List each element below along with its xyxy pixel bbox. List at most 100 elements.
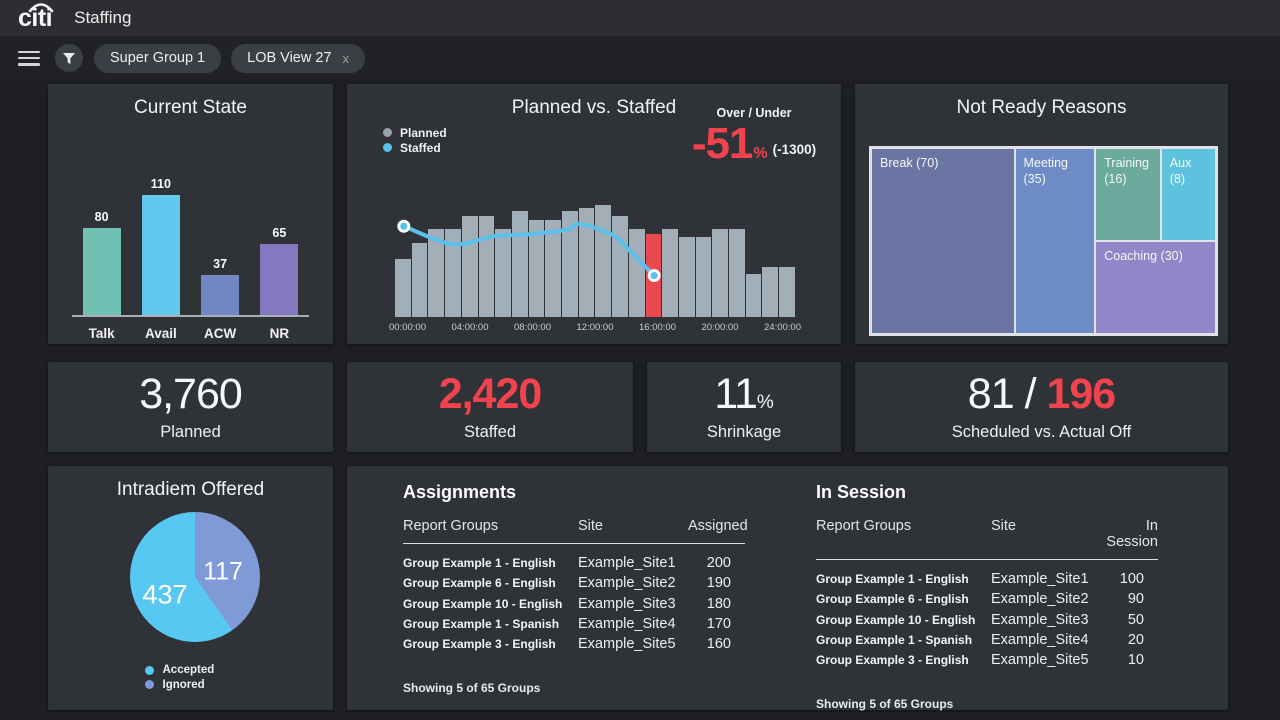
planned-staffed-legend: Planned Staffed <box>383 125 447 155</box>
table-title: In Session <box>816 482 907 502</box>
kpi-label: Staffed <box>464 422 516 441</box>
value-cell: 180 <box>706 595 731 612</box>
table-row: Group Example 1 - English Example_Site1 20… <box>403 553 745 573</box>
treemap-cells: Break (70) Meeting (35) Training (16) Aux (… <box>871 148 1216 334</box>
over-under-detail: (-1300) <box>772 142 817 157</box>
legend-item: Staffed <box>383 140 447 155</box>
kpi-value: 81 / 196 <box>967 370 1116 419</box>
site-cell: Example_Site5 <box>578 636 676 653</box>
bar-value: 110 <box>150 177 171 191</box>
time-tick: 08:00:00 <box>514 322 551 333</box>
category-label: Avail <box>144 326 177 341</box>
planned-bar <box>411 243 428 317</box>
table-row: Group Example 1 - Spanish Example_Site4 20 <box>816 630 1158 650</box>
in-session-section: In Session Report Groups Site In Session… <box>816 482 1158 711</box>
legend-dot-icon <box>383 143 392 152</box>
time-tick: 04:00:00 <box>451 322 489 333</box>
table-row: Group Example 3 - English Example_Site5 16… <box>403 634 745 654</box>
planned-bar <box>428 228 445 317</box>
kpi-staffed-card: 2,420 Staffed <box>347 362 633 452</box>
planned-bar <box>612 216 628 317</box>
pie-accepted-value: 437 <box>142 579 188 610</box>
value-cell: 100 <box>1119 571 1144 588</box>
site-cell: Example_Site2 <box>578 575 676 592</box>
category-label: NR <box>269 326 290 341</box>
site-cell: Example_Site5 <box>991 652 1089 669</box>
planned-bar <box>762 266 779 317</box>
intradiem-offered-card: Intradiem Offered 437 117 Accepted Ignore… <box>48 466 333 710</box>
treemap-cell: Meeting (35) <box>1014 148 1096 334</box>
report-group-cell: Group Example 3 - English <box>403 637 556 652</box>
chip-label: Super Group 1 <box>110 50 206 66</box>
bar-value: 65 <box>272 226 287 240</box>
kpi-label: Scheduled vs. Actual Off <box>951 422 1132 441</box>
planned-bars <box>395 205 795 317</box>
report-group-cell: Group Example 6 - English <box>403 576 556 591</box>
page-title: Staffing <box>74 8 132 27</box>
site-cell: Example_Site1 <box>578 555 676 572</box>
planned-bar <box>729 228 745 317</box>
legend-item: Accepted <box>144 663 237 678</box>
report-group-cell: Group Example 10 - English <box>403 596 563 611</box>
legend-item: Planned <box>383 125 447 140</box>
site-cell: Example_Site3 <box>991 611 1089 628</box>
table-row: Group Example 1 - English Example_Site1 10… <box>816 569 1158 589</box>
bar <box>82 228 121 315</box>
funnel-icon <box>63 52 75 64</box>
kpi-label: Shrinkage <box>706 422 782 441</box>
legend-label: Accepted <box>162 664 215 677</box>
col-report-groups: Report Groups <box>403 518 499 534</box>
over-under-block: Over / Under -51 % (-1300) <box>683 106 825 166</box>
planned-staffed-plot <box>395 205 795 317</box>
report-group-cell: Group Example 1 - Spanish <box>403 617 560 632</box>
over-under-label: Over / Under <box>716 106 792 120</box>
time-tick: 24:00:00 <box>764 322 801 333</box>
value-cell: 90 <box>1127 591 1144 608</box>
filter-button[interactable] <box>55 44 83 72</box>
value-cell: 10 <box>1127 652 1144 669</box>
bar-column: 110 <box>131 177 190 315</box>
card-title: Intradiem Offered <box>116 479 265 500</box>
bar-column: 80 <box>72 210 131 315</box>
staffed-line <box>397 219 661 283</box>
intradiem-legend: Accepted Ignored <box>48 663 333 692</box>
pie-ignored-value: 117 <box>203 557 243 586</box>
filter-chip-lob-view[interactable]: LOB View 27 x <box>231 43 365 73</box>
table-row: Group Example 10 - English Example_Site3 5… <box>816 610 1158 630</box>
bar-value: 37 <box>213 257 228 271</box>
tables-card: Assignments Report Groups Site Assigned … <box>347 466 1228 711</box>
percent-sign: % <box>756 392 774 414</box>
report-group-cell: Group Example 3 - English <box>816 653 969 668</box>
treemap-cell: Coaching (30) <box>1095 241 1216 334</box>
bar-value: 80 <box>94 210 109 224</box>
table-header: Report Groups Site In Session <box>816 518 1158 560</box>
col-site: Site <box>991 518 1016 534</box>
value-cell: 200 <box>706 555 731 572</box>
site-cell: Example_Site3 <box>578 595 676 612</box>
planned-bar <box>528 219 545 317</box>
x-axis-line <box>72 315 309 317</box>
menu-icon[interactable] <box>18 50 40 66</box>
report-group-cell: Group Example 1 - English <box>403 556 556 571</box>
bar-column: 65 <box>250 226 309 315</box>
table-title: Assignments <box>403 482 517 502</box>
value-cell: 160 <box>706 636 731 653</box>
report-group-cell: Group Example 1 - Spanish <box>816 633 973 648</box>
kpi-planned-card: 3,760 Planned <box>48 362 333 452</box>
citi-logo-text: citi <box>18 3 53 32</box>
time-tick: 00:00:00 <box>389 322 426 333</box>
current-state-card: Current State 80 110 37 65 Talk Avail ACW NR <box>48 84 333 344</box>
card-title: Not Ready Reasons <box>956 97 1127 118</box>
chip-close-icon[interactable]: x <box>342 50 350 66</box>
planned-bar <box>745 274 762 317</box>
treemap-cell: Break (70) <box>871 148 1015 334</box>
table-footer: Showing 5 of 65 Groups <box>816 697 954 712</box>
planned-vs-staffed-card: Planned vs. Staffed Planned Staffed Over … <box>347 84 841 344</box>
planned-bar <box>562 210 578 317</box>
filter-chip-super-group[interactable]: Super Group 1 <box>94 43 222 73</box>
table-row: Group Example 10 - English Example_Site3 1… <box>403 594 745 614</box>
chip-label: LOB View 27 <box>247 50 332 66</box>
legend-dot-icon <box>144 665 154 675</box>
legend-dot-icon <box>144 680 154 690</box>
